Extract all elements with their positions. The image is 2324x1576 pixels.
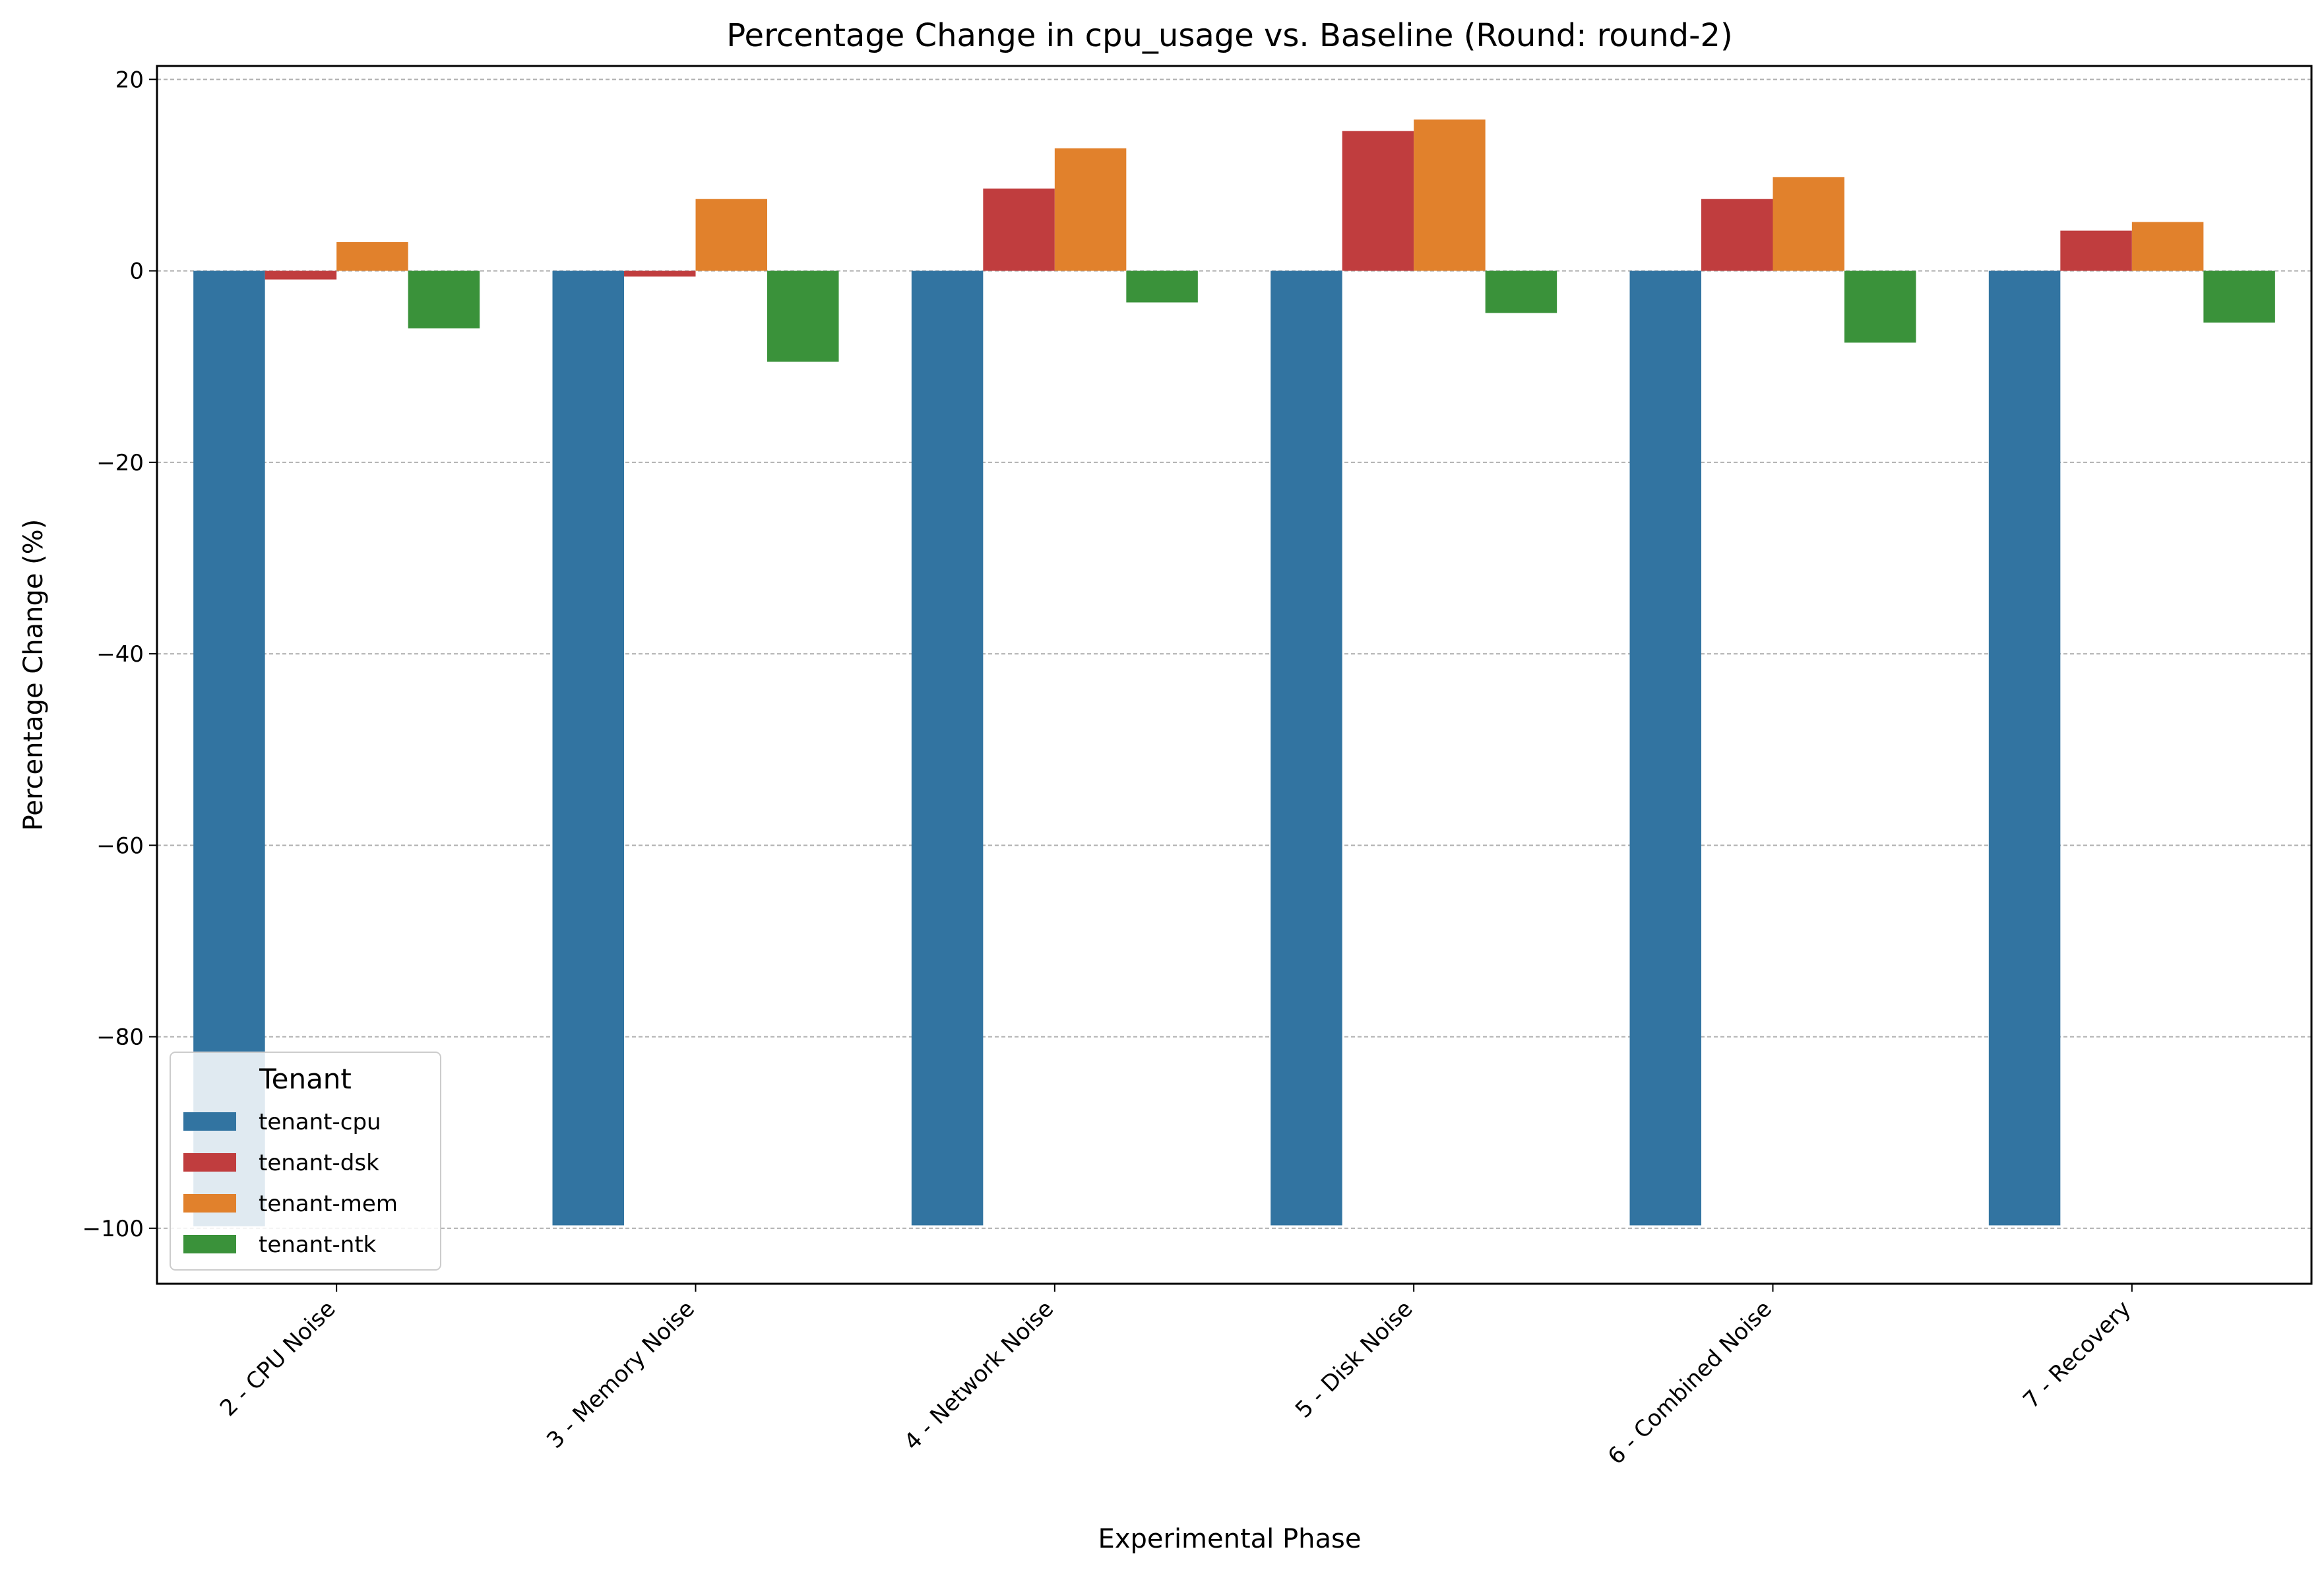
- legend-swatch: [183, 1153, 236, 1172]
- bar-tenant-dsk: [2060, 230, 2132, 271]
- gridlines: [157, 79, 2311, 1229]
- bar-tenant-mem: [1414, 119, 1486, 271]
- legend-label: tenant-cpu: [259, 1109, 381, 1135]
- x-tick-label: 5 - Disk Noise: [1290, 1296, 1418, 1424]
- bar-tenant-dsk: [265, 270, 337, 280]
- bar-tenant-mem: [2131, 222, 2204, 271]
- legend-swatch: [183, 1194, 236, 1213]
- legend-label: tenant-mem: [259, 1191, 398, 1217]
- x-tick-label: 2 - CPU Noise: [215, 1296, 341, 1422]
- bar-tenant-ntk: [767, 270, 839, 362]
- y-tick-label: −80: [96, 1024, 144, 1051]
- bar-tenant-dsk: [624, 270, 696, 277]
- y-tick-label: 20: [115, 67, 144, 93]
- bar-tenant-ntk: [2203, 270, 2275, 323]
- bar-tenant-mem: [695, 199, 767, 271]
- y-tick-label: −20: [96, 450, 144, 476]
- x-tick-label: 3 - Memory Noise: [542, 1296, 700, 1454]
- x-axis-title: Experimental Phase: [1098, 1524, 1362, 1554]
- bar-tenant-dsk: [983, 188, 1055, 271]
- y-tick-label: −40: [96, 641, 144, 668]
- bar-tenant-ntk: [1844, 270, 1916, 343]
- y-axis-ticks: 20 0 −20 −40 −60 −80 −100: [82, 67, 157, 1242]
- legend: Tenant tenant-cpu tenant-dsk tenant-mem ten…: [170, 1052, 441, 1271]
- x-tick-label: 4 - Network Noise: [899, 1296, 1059, 1455]
- legend-title: Tenant: [259, 1063, 352, 1095]
- bar-tenant-mem: [1773, 177, 1844, 271]
- legend-swatch: [183, 1235, 236, 1253]
- plot-frame: [156, 65, 2313, 1285]
- bars: [193, 119, 2275, 1226]
- bar-tenant-dsk: [1701, 199, 1773, 271]
- y-tick-label: −100: [82, 1216, 144, 1242]
- bar-tenant-mem: [1054, 148, 1127, 271]
- bar-tenant-cpu: [911, 270, 984, 1226]
- bar-tenant-cpu: [1271, 270, 1342, 1226]
- bar-tenant-ntk: [1126, 270, 1198, 303]
- chart-title: Percentage Change in cpu_usage vs. Basel…: [726, 17, 1732, 54]
- x-tick-label: 6 - Combined Noise: [1603, 1296, 1777, 1470]
- bar-tenant-dsk: [1342, 131, 1414, 271]
- legend-label: tenant-ntk: [259, 1232, 377, 1258]
- legend-label: tenant-dsk: [259, 1150, 379, 1176]
- y-tick-label: −60: [96, 833, 144, 859]
- bar-tenant-cpu: [1629, 270, 1701, 1226]
- bar-tenant-ntk: [1485, 270, 1557, 313]
- bar-tenant-cpu: [1988, 270, 2061, 1226]
- bar-tenant-mem: [336, 242, 408, 271]
- legend-swatch: [183, 1112, 236, 1131]
- x-tick-label: 7 - Recovery: [2018, 1296, 2136, 1414]
- y-axis-title: Percentage Change (%): [18, 519, 49, 831]
- bar-tenant-ntk: [408, 270, 480, 329]
- bar-tenant-cpu: [552, 270, 624, 1226]
- legend-box: [170, 1052, 441, 1271]
- y-tick-label: 0: [129, 259, 144, 285]
- x-axis-ticks: 2 - CPU Noise 3 - Memory Noise 4 - Network…: [215, 1284, 2136, 1470]
